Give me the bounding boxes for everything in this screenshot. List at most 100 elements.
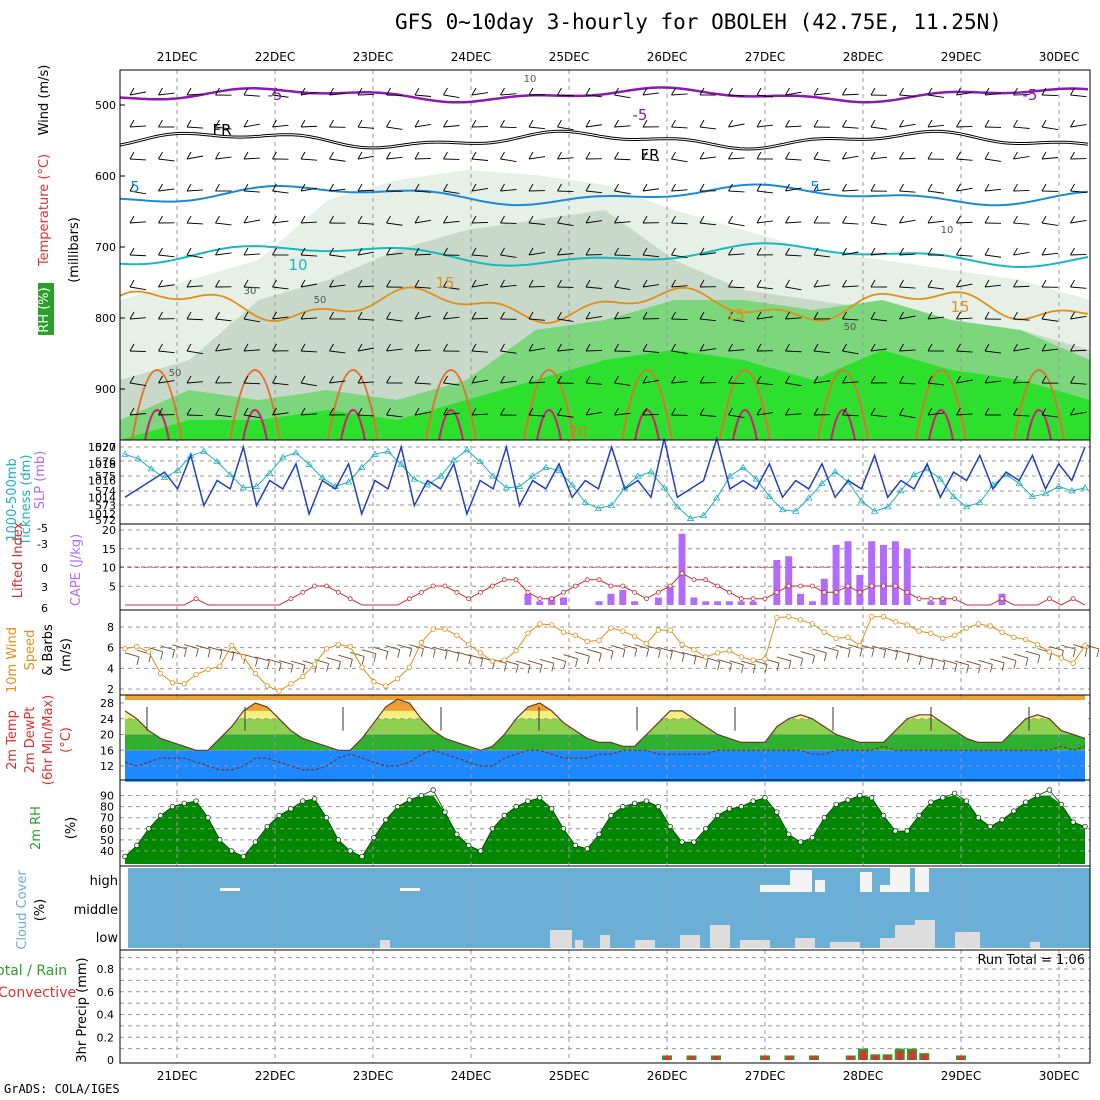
upper-wind-barb-flag	[1041, 343, 1047, 352]
surface-wind-barb	[776, 656, 791, 662]
upper-wind-barb-flag	[1013, 151, 1018, 160]
lifted-index-point	[999, 596, 1005, 602]
wind-speed-line-point	[454, 632, 460, 638]
upper-wind-barb	[158, 188, 175, 192]
upper-wind-barb-flag	[129, 247, 135, 256]
surface-wind-barb	[219, 648, 234, 654]
precip-convective-bar	[713, 1056, 719, 1060]
contour-25c-arc	[437, 408, 465, 441]
upper-wind-barb-flag	[956, 87, 961, 96]
upper-wind-barb	[129, 317, 147, 320]
upper-wind-barb-flag	[500, 279, 505, 288]
rh-line-point	[525, 798, 531, 804]
upper-wind-barb-flag	[243, 407, 249, 416]
low-cloud-block	[710, 925, 730, 948]
wind-speed-line-point	[655, 627, 662, 633]
cape-bar	[560, 597, 568, 605]
upper-wind-barb-flag	[785, 119, 790, 128]
lifted-index-point	[928, 596, 934, 602]
surface-wind-barb-flag	[172, 649, 175, 658]
wind-speed-line-point	[1023, 636, 1029, 643]
upper-wind-barb	[756, 286, 774, 290]
upper-wind-barb-flag	[528, 279, 534, 288]
surface-wind-barb-flag	[646, 648, 650, 657]
rh-line-point	[726, 806, 733, 812]
surface-wind-barb-flag	[942, 661, 946, 671]
upper-wind-barb	[870, 156, 888, 160]
rh-line-point	[762, 795, 768, 801]
thickness-line-point	[450, 456, 458, 463]
thickness-line-point	[305, 460, 313, 467]
low-cloud-block	[740, 940, 770, 948]
precip-tick: 0.6	[97, 986, 115, 999]
upper-wind-barb-flag	[215, 215, 220, 224]
upper-wind-barb-flag	[300, 183, 306, 192]
upper-wind-barb-flag	[956, 215, 961, 224]
upper-wind-barb-flag	[642, 247, 648, 256]
surface-wind-barb-flag	[978, 664, 981, 674]
upper-wind-barb-flag	[158, 407, 163, 416]
upper-wind-barb-flag	[614, 215, 619, 224]
rh-line-point	[940, 795, 946, 801]
cape-bar	[785, 556, 793, 605]
upper-wind-barb	[927, 286, 945, 290]
wind-speed-line-point	[169, 680, 176, 686]
upper-wind-barb-flag	[1070, 151, 1075, 160]
precip-convective-bar	[921, 1054, 928, 1060]
precip-legend-label: Convective	[0, 985, 76, 1001]
upper-wind-barb-flag	[899, 119, 904, 128]
upper-wind-barb-flag	[557, 407, 562, 416]
upper-wind-barb-flag	[671, 119, 676, 128]
upper-wind-barb	[357, 126, 375, 129]
contour-label: 5	[810, 178, 820, 196]
wind-speed-line-point	[1070, 660, 1076, 666]
upper-wind-barb-flag	[699, 183, 705, 192]
high-cloud-block	[790, 870, 812, 892]
thickness-line-point	[226, 470, 234, 478]
dewpoint-line	[124, 745, 1086, 771]
stability-axis-label: Lifted Index	[11, 521, 26, 598]
upper-wind-barb	[1013, 251, 1030, 256]
upper-wind-barb-flag	[699, 311, 705, 320]
rh-line-point	[951, 790, 958, 797]
lifted-index-point	[490, 583, 495, 589]
rh-line-point	[276, 812, 282, 819]
upper-wind-barb	[557, 414, 574, 418]
upper-wind-barb	[728, 414, 745, 418]
upper-wind-barb	[927, 412, 945, 416]
upper-wind-barb-flag	[386, 119, 391, 128]
cape-bar	[939, 597, 947, 605]
upper-wind-barb-flag	[500, 407, 505, 416]
cape-bar	[927, 601, 935, 605]
upper-wind-barb	[186, 285, 204, 288]
temperature-tick: 28	[100, 697, 114, 710]
surface-wind-barb-flag	[255, 658, 258, 667]
upper-wind-barb-flag	[329, 215, 334, 224]
upper-wind-barb-flag	[186, 151, 192, 160]
thickness-line-point	[436, 472, 445, 479]
surface-wind-barb	[990, 658, 1005, 664]
upper-wind-barb	[984, 188, 1002, 192]
surface-wind-barb	[255, 656, 270, 662]
rh-line-point	[880, 812, 887, 819]
low-cloud-block	[880, 938, 895, 948]
upper-wind-barb-flag	[956, 247, 961, 256]
surface-wind-barb	[587, 648, 602, 654]
lifted-index-point	[738, 596, 744, 602]
upper-wind-barb-flag	[585, 375, 591, 384]
upper-wind-barb-flag	[1013, 279, 1018, 288]
panel-frame-wd	[119, 609, 1091, 696]
upper-wind-barb	[813, 92, 831, 96]
contour-label: FR	[212, 121, 231, 139]
low-cloud-block	[895, 925, 917, 948]
surface-wind-barb-flag	[835, 650, 839, 659]
lifted-index-tick: 0	[41, 562, 48, 575]
upper-wind-barb-flag	[243, 87, 249, 96]
thickness-line-point	[279, 453, 287, 460]
surface-wind-barb	[385, 645, 400, 651]
cape-tick: 15	[102, 543, 116, 556]
rh-line-point	[134, 842, 140, 849]
upper-wind-barb-flag	[215, 279, 220, 288]
surface-wind-barb	[800, 651, 815, 657]
upper-wind-barb-flag	[614, 343, 619, 352]
